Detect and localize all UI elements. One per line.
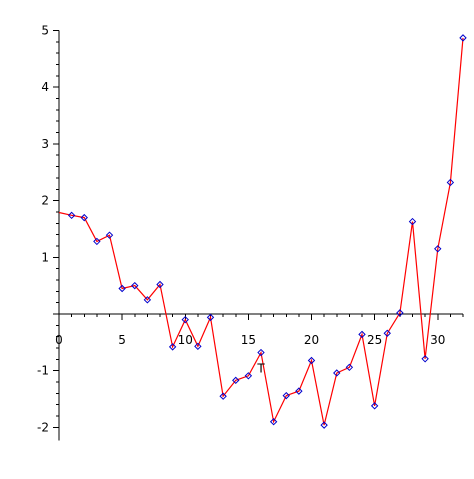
data-point bbox=[168, 343, 177, 351]
x-tick-label: 5 bbox=[118, 333, 126, 347]
y-tick-label: -1 bbox=[37, 364, 49, 378]
data-point bbox=[143, 296, 152, 304]
series-group bbox=[58, 34, 467, 429]
data-point bbox=[434, 245, 442, 253]
y-tick-label: -2 bbox=[37, 420, 49, 434]
x-tick-label: 10 bbox=[178, 333, 193, 347]
data-point bbox=[118, 284, 126, 293]
data-point bbox=[206, 313, 215, 322]
data-point bbox=[181, 315, 189, 324]
x-tick-label: 25 bbox=[367, 333, 382, 347]
data-point bbox=[459, 34, 467, 42]
y-tick-label: 1 bbox=[41, 250, 49, 264]
data-point bbox=[93, 237, 101, 246]
data-point bbox=[345, 363, 354, 372]
data-point bbox=[67, 211, 76, 220]
data-point bbox=[383, 329, 391, 337]
data-point bbox=[80, 213, 88, 222]
x-tick-label: 15 bbox=[241, 333, 256, 347]
data-point bbox=[282, 391, 290, 400]
y-tick-label: 5 bbox=[41, 24, 49, 38]
data-point bbox=[396, 309, 404, 317]
data-point bbox=[156, 280, 164, 289]
data-point bbox=[269, 418, 278, 426]
x-tick-label: 30 bbox=[430, 333, 445, 347]
origin-label: 0 bbox=[55, 333, 63, 347]
data-point bbox=[105, 231, 114, 239]
data-point bbox=[219, 392, 227, 400]
data-point bbox=[131, 281, 139, 290]
data-point bbox=[257, 348, 265, 357]
data-point bbox=[320, 421, 328, 429]
y-tick-label: 4 bbox=[41, 80, 49, 94]
data-point bbox=[446, 178, 455, 187]
annotation-label: T bbox=[256, 362, 265, 376]
data-point bbox=[295, 387, 303, 395]
series-line bbox=[58, 37, 464, 426]
axes bbox=[58, 30, 463, 441]
data-point bbox=[194, 342, 202, 351]
data-point bbox=[232, 376, 240, 385]
data-point bbox=[408, 217, 417, 226]
x-tick-label: 20 bbox=[304, 333, 319, 347]
data-point bbox=[421, 355, 429, 363]
data-point bbox=[307, 356, 316, 365]
data-point bbox=[358, 330, 366, 339]
tick-labels: -2 -1 1 2 3 4 5 5 10 15 20 25 30 0 bbox=[37, 24, 445, 435]
tick-marks bbox=[53, 30, 464, 428]
annotation-group: T bbox=[256, 362, 265, 376]
data-point bbox=[333, 369, 341, 377]
data-point bbox=[244, 372, 253, 380]
y-tick-label: 2 bbox=[41, 194, 49, 208]
data-point bbox=[370, 402, 379, 410]
y-tick-label: 3 bbox=[41, 137, 49, 151]
